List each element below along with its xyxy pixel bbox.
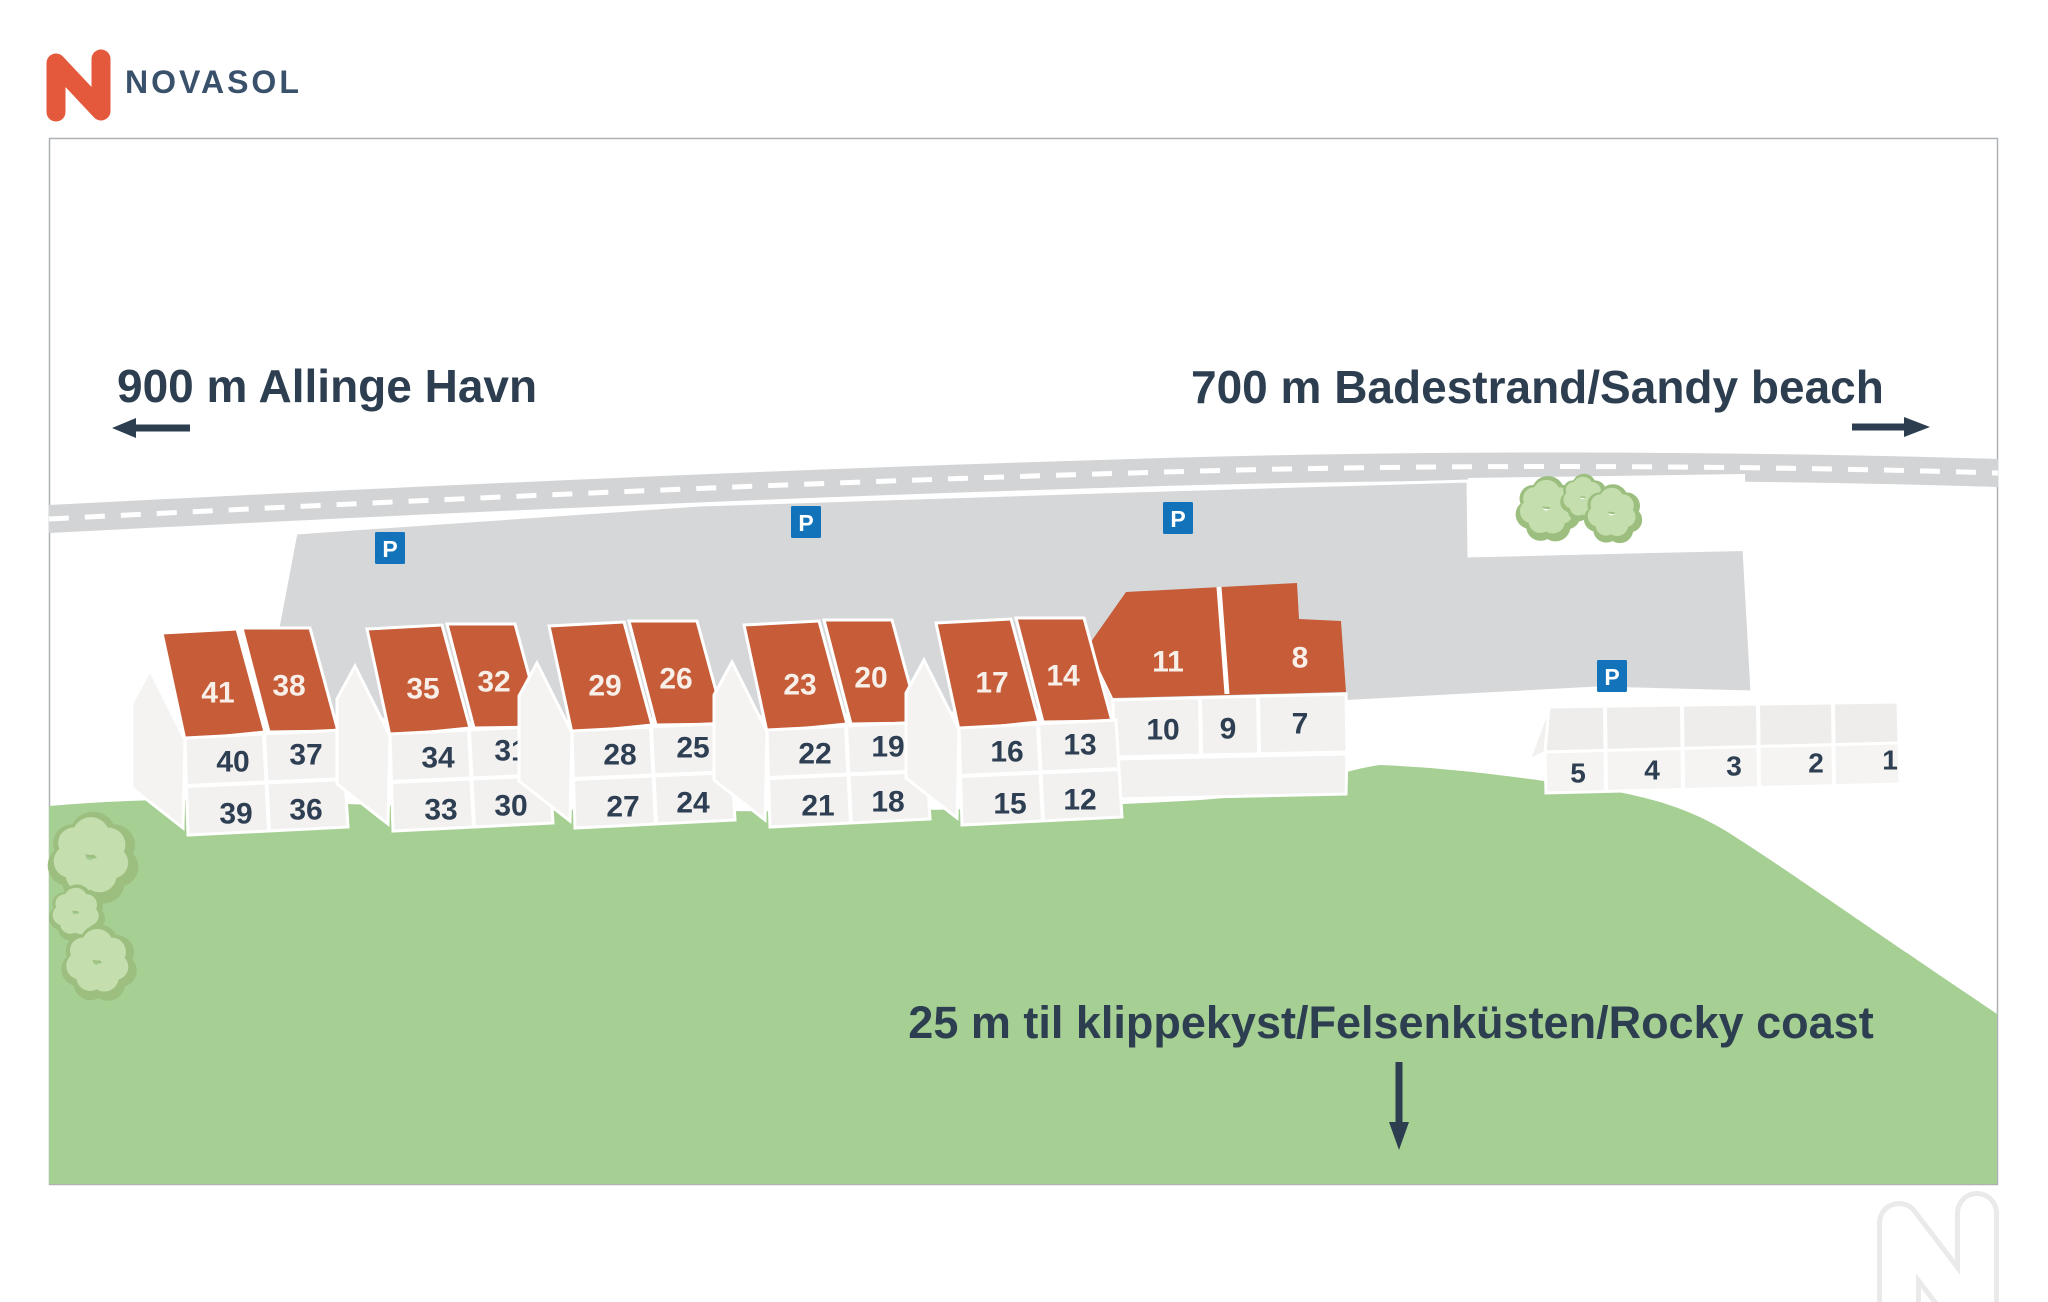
unit-3: 3	[1726, 751, 1742, 782]
parking-sign-3: P	[1163, 502, 1193, 534]
unit-roof-11: 11	[1152, 646, 1184, 679]
unit-24: 24	[676, 787, 710, 820]
terrace-front	[1543, 741, 1902, 795]
unit-roof-23	[742, 619, 849, 734]
house-cluster-23-20: 23 20 22 19 21 18	[712, 618, 932, 829]
unit-22: 22	[798, 738, 831, 771]
unit-36: 36	[289, 794, 322, 827]
unit-12: 12	[1063, 784, 1096, 817]
unit-roof-label-20: 20	[854, 662, 887, 695]
house-cluster-29-26: 29 26 28 25 27 24	[517, 619, 737, 830]
unit-divider	[1198, 695, 1261, 756]
unit-5: 5	[1570, 758, 1586, 789]
arrow-down-icon	[1389, 1062, 1409, 1150]
grass-area	[49, 765, 1997, 1184]
novasol-n-icon	[46, 49, 111, 122]
parking-sign-letter: P	[798, 510, 813, 536]
unit-25: 25	[676, 732, 709, 765]
unit-divider	[185, 733, 347, 832]
parking-sign-letter: P	[1170, 506, 1185, 532]
unit-roof-35	[365, 623, 472, 738]
cluster-side-wall	[712, 658, 769, 824]
unit-roof-label-23: 23	[783, 669, 816, 702]
unit-roof-17	[934, 617, 1041, 732]
parking-sign-4: P	[1597, 660, 1627, 692]
parking-sign-1: P	[375, 532, 405, 564]
unit-roof-8: 8	[1292, 642, 1309, 675]
long-building-roof	[1088, 583, 1346, 698]
parking-sign-icon	[1597, 660, 1627, 692]
unit-33: 33	[424, 794, 457, 827]
unit-divider	[1603, 700, 1836, 791]
parking-sign-2: P	[791, 506, 821, 538]
parking-sign-letter: P	[1604, 664, 1619, 690]
arrow-left-icon	[112, 418, 190, 438]
terrace-row: 5 4 3 2 1	[1528, 700, 1902, 795]
parking-sign-icon	[1163, 502, 1193, 534]
unit-roof-label-14: 14	[1046, 660, 1080, 693]
unit-18: 18	[871, 786, 904, 819]
unit-7: 7	[1292, 708, 1309, 741]
roof-divider	[1216, 586, 1230, 695]
long-building-base	[1112, 752, 1349, 801]
harbor-label: 900 m Allinge Havn	[117, 360, 537, 412]
road	[49, 452, 1998, 533]
parking-signs-layer: P P P P	[375, 502, 1627, 692]
unit-34: 34	[421, 742, 455, 775]
unit-28: 28	[603, 739, 636, 772]
unit-2: 2	[1808, 748, 1824, 779]
unit-15: 15	[993, 788, 1026, 821]
brand-name: NOVASOL	[125, 64, 302, 100]
unit-roof-label-35: 35	[406, 673, 439, 706]
unit-9: 9	[1220, 713, 1237, 746]
parking-sign-letter: P	[382, 536, 397, 562]
unit-divider	[767, 725, 929, 824]
house-cluster-41-38: 41 38 40 37 39 36	[130, 626, 350, 837]
direction-beach: 700 m Badestrand/Sandy beach	[1191, 361, 1930, 437]
novasol-logo: NOVASOL	[46, 49, 302, 122]
unit-19: 19	[871, 731, 904, 764]
unit-roof-label-41: 41	[201, 677, 234, 710]
unit-13: 13	[1063, 729, 1096, 762]
unit-divider	[572, 726, 734, 825]
cluster-side-wall	[335, 662, 392, 828]
cluster-side-wall	[904, 656, 961, 822]
unit-roof-label-29: 29	[588, 670, 621, 703]
unit-16: 16	[990, 736, 1023, 769]
unit-21: 21	[801, 790, 834, 823]
unit-roof-29	[547, 620, 654, 735]
novasol-watermark-icon	[1877, 1191, 1999, 1302]
unit-roof-label-17: 17	[975, 667, 1008, 700]
coast-label: 25 m til klippekyst/Felsenküsten/Rocky c…	[908, 997, 1873, 1048]
unit-37: 37	[289, 739, 322, 772]
parking-sign-icon	[375, 532, 405, 564]
unit-39: 39	[219, 798, 252, 831]
parking-sign-icon	[791, 506, 821, 538]
road-center-line	[48, 464, 1999, 522]
unit-roof-41	[160, 627, 267, 742]
unit-divider	[959, 723, 1121, 822]
house-cluster-17-14: 17 14 16 13 15 12	[904, 616, 1124, 827]
unit-40: 40	[216, 746, 249, 779]
unit-roof-label-32: 32	[477, 666, 510, 699]
long-building: 11 8 10 9 7	[1086, 583, 1349, 801]
unit-30: 30	[494, 790, 527, 823]
unit-1: 1	[1882, 745, 1898, 776]
beach-label: 700 m Badestrand/Sandy beach	[1191, 361, 1884, 413]
direction-harbor: 900 m Allinge Havn	[112, 360, 537, 438]
unit-roof-label-26: 26	[659, 663, 692, 696]
unit-27: 27	[606, 791, 639, 824]
unit-roof-label-38: 38	[272, 670, 305, 703]
cluster-side-wall	[517, 659, 574, 825]
unit-10: 10	[1146, 714, 1179, 747]
unit-4: 4	[1644, 755, 1660, 786]
arrow-right-icon	[1852, 417, 1930, 437]
cluster-side-wall	[130, 666, 187, 832]
direction-coast: 25 m til klippekyst/Felsenküsten/Rocky c…	[908, 997, 1874, 1150]
